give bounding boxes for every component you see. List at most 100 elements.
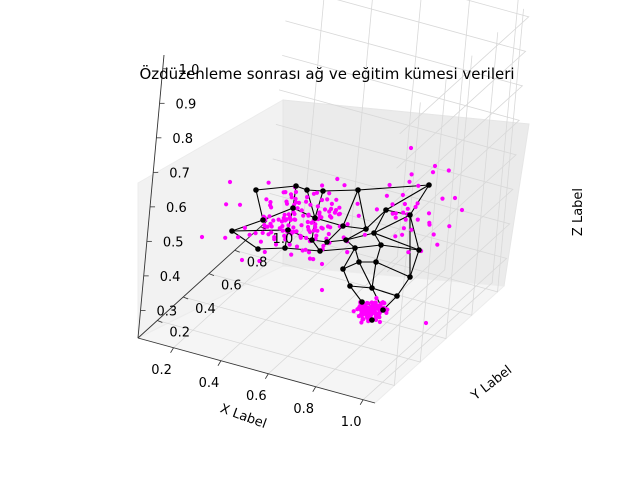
training-point (320, 226, 325, 231)
training-point (408, 145, 414, 151)
y-tick-mark (234, 249, 240, 253)
training-point (291, 225, 296, 230)
network-edge (371, 261, 377, 289)
training-point (258, 239, 263, 244)
z-grid-line (272, 158, 511, 342)
network-edge (409, 184, 430, 216)
training-point (253, 231, 258, 236)
training-point (311, 228, 316, 233)
training-point (384, 193, 389, 198)
training-point (237, 202, 243, 207)
training-point (319, 261, 325, 267)
x-tick-labels: 0.2 0.4 0.6 0.8 1.0 (151, 347, 364, 430)
network-edge (396, 276, 411, 297)
training-point (283, 237, 288, 242)
z-grid-line (278, 89, 517, 273)
training-point (281, 190, 286, 195)
network-edge (319, 247, 356, 252)
training-point (279, 219, 284, 224)
training-point (452, 195, 458, 201)
network-edge (357, 189, 367, 230)
training-point (311, 191, 316, 196)
training-point (459, 207, 465, 213)
training-point (288, 217, 293, 222)
training-point (268, 200, 273, 205)
training-point (287, 242, 292, 247)
x-tick-label: 0.2 (151, 363, 172, 378)
training-point (280, 228, 285, 233)
training-point (317, 210, 322, 215)
z-axis-line (137, 54, 165, 339)
training-point (374, 207, 379, 212)
training-point (355, 307, 360, 312)
training-point (305, 195, 310, 200)
training-point (401, 210, 406, 215)
z-grid-line (269, 193, 508, 376)
training-point (271, 218, 276, 223)
network-node (363, 226, 369, 232)
network-node (343, 237, 349, 243)
training-point (393, 234, 398, 239)
y-tick-label: 0.8 (247, 255, 268, 270)
z-tick-label: 0.7 (169, 166, 190, 181)
training-point (337, 205, 342, 210)
network-node (369, 317, 375, 323)
x-tick-mark (312, 386, 317, 392)
y-axis-label: Y Label (468, 363, 515, 404)
training-point (401, 226, 406, 231)
network-edge (231, 230, 259, 250)
network-node (290, 205, 296, 211)
network-node (355, 187, 361, 193)
training-point (300, 248, 305, 253)
x-axis-line (137, 337, 376, 404)
training-point (355, 201, 360, 206)
z-tick-label: 0.5 (163, 235, 184, 250)
training-point (400, 232, 405, 237)
network-edge (262, 207, 294, 221)
training-point (334, 197, 339, 202)
y-tick-mark (157, 320, 163, 323)
training-point (370, 308, 375, 313)
training-point (266, 180, 271, 185)
network-node (369, 285, 375, 291)
network-edge (349, 285, 363, 303)
training-point (314, 233, 319, 238)
network-edge (255, 189, 264, 221)
training-point (242, 225, 247, 230)
z-grid-line (285, 20, 524, 204)
network-node (309, 237, 315, 243)
network-node (317, 248, 323, 254)
training-point (390, 211, 395, 216)
network-edge (375, 261, 411, 278)
network-node (356, 259, 362, 265)
network-node (371, 230, 377, 236)
network-edge (373, 214, 411, 234)
training-point (361, 317, 366, 322)
training-point (299, 223, 304, 228)
training-point (276, 217, 281, 222)
network-node (352, 245, 358, 251)
training-point (272, 237, 277, 242)
training-point (400, 192, 405, 198)
x-tick-label: 1.0 (341, 415, 362, 430)
x-axis-label: X Label (218, 401, 268, 432)
training-point (293, 196, 298, 201)
training-point (262, 249, 267, 255)
z-tick-labels: 0.3 0.4 0.5 0.6 0.7 0.8 0.9 1.0 (140, 63, 199, 319)
training-point (257, 258, 262, 264)
network-edge (349, 285, 373, 289)
y-tick-labels: 0.2 0.4 0.6 0.8 1.0 (157, 226, 293, 340)
training-point (280, 224, 285, 229)
x-tick-mark (217, 360, 222, 366)
grid-lines (157, 0, 530, 401)
training-point (427, 220, 432, 225)
x-tick-label: 0.6 (246, 389, 267, 404)
training-point (432, 163, 438, 169)
network-edge (326, 225, 344, 243)
network-edge (231, 219, 264, 232)
training-point (284, 217, 289, 222)
network-edge (342, 268, 351, 287)
training-point (247, 232, 252, 237)
training-point (284, 201, 290, 206)
training-point (431, 232, 436, 237)
